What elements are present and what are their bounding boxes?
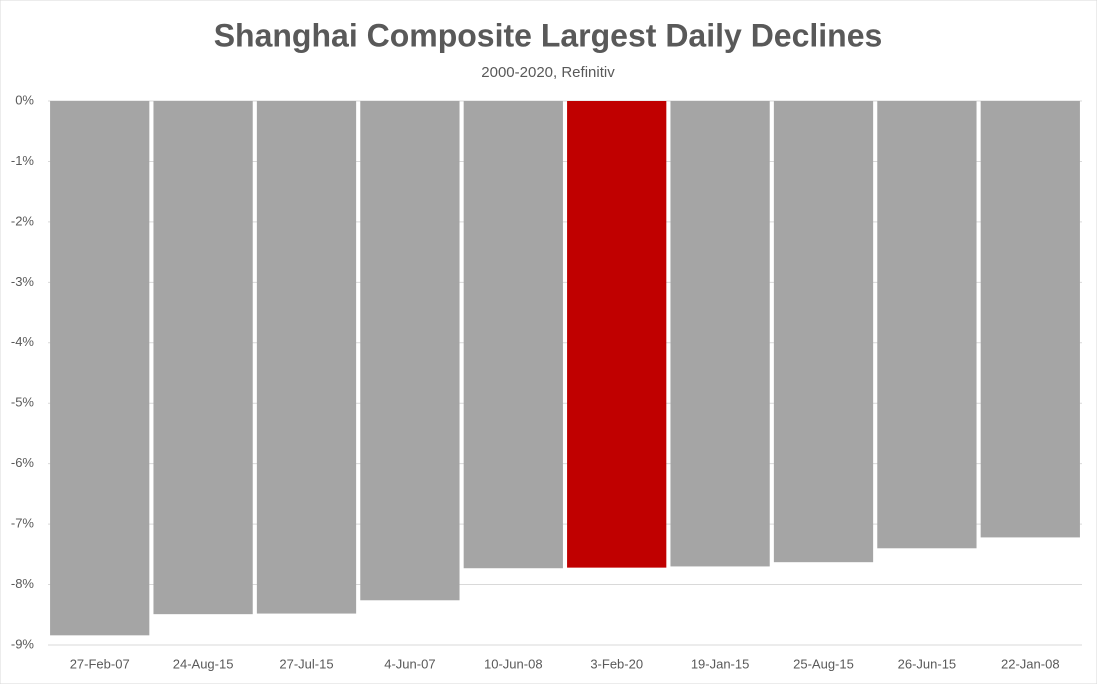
y-tick-label: -5% [11, 395, 35, 410]
x-tick-label: 19-Jan-15 [691, 656, 750, 671]
bar [877, 101, 977, 549]
y-tick-label: -3% [11, 274, 35, 289]
x-tick-label: 27-Jul-15 [279, 656, 333, 671]
bar [980, 101, 1080, 538]
chart-subtitle: 2000-2020, Refinitiv [481, 64, 615, 81]
y-tick-label: -7% [11, 516, 35, 531]
x-tick-label: 26-Jun-15 [898, 656, 957, 671]
x-tick-label: 22-Jan-08 [1001, 656, 1060, 671]
bar [153, 101, 253, 615]
bar [360, 101, 460, 601]
x-tick-label: 25-Aug-15 [793, 656, 854, 671]
bar [670, 101, 770, 567]
y-tick-label: -1% [11, 153, 35, 168]
chart-title: Shanghai Composite Largest Daily Decline… [214, 17, 883, 53]
bar [50, 101, 150, 636]
bar [256, 101, 357, 614]
bar [463, 101, 563, 569]
x-tick-label: 10-Jun-08 [484, 656, 543, 671]
x-tick-label: 4-Jun-07 [384, 656, 435, 671]
y-tick-label: -9% [11, 636, 35, 651]
bar [773, 101, 874, 563]
x-tick-label: 27-Feb-07 [70, 656, 130, 671]
y-tick-label: 0% [15, 92, 34, 107]
y-tick-label: -4% [11, 334, 35, 349]
y-tick-label: -2% [11, 213, 35, 228]
x-tick-label: 24-Aug-15 [173, 656, 234, 671]
bar [567, 101, 667, 568]
y-tick-label: -8% [11, 576, 35, 591]
y-tick-label: -6% [11, 455, 35, 470]
x-tick-label: 3-Feb-20 [590, 656, 643, 671]
